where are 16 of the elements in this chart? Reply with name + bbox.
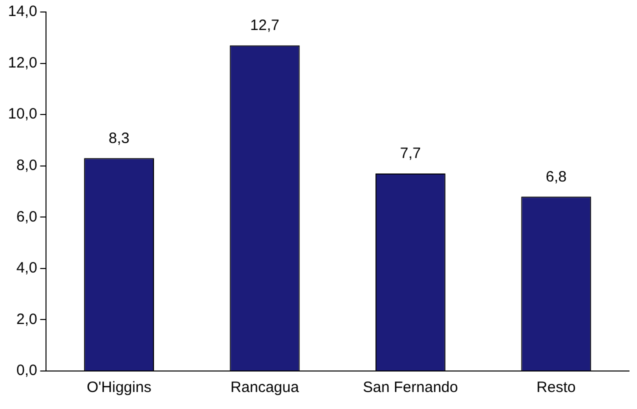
data-label: 7,7 bbox=[400, 145, 421, 162]
x-tick-label: San Fernando bbox=[362, 379, 458, 396]
y-tick-label: 12,0 bbox=[8, 54, 38, 72]
y-tick-label: 6,0 bbox=[16, 208, 38, 226]
data-label: 8,3 bbox=[108, 130, 130, 147]
y-tick-label: 2,0 bbox=[16, 310, 38, 328]
data-label: 6,8 bbox=[546, 168, 567, 186]
y-tick-label: 14,0 bbox=[8, 3, 38, 20]
x-tick-label: Rancagua bbox=[230, 379, 300, 396]
x-tick-label: Resto bbox=[536, 379, 576, 396]
x-tick-label: O'Higgins bbox=[86, 379, 152, 396]
y-tick-label: 4,0 bbox=[16, 260, 38, 277]
y-tick-label: 8,0 bbox=[16, 157, 38, 174]
y-tick-label: 10,0 bbox=[8, 106, 38, 123]
y-tick-label: 0,0 bbox=[16, 362, 38, 380]
data-label: 12,7 bbox=[250, 16, 280, 34]
